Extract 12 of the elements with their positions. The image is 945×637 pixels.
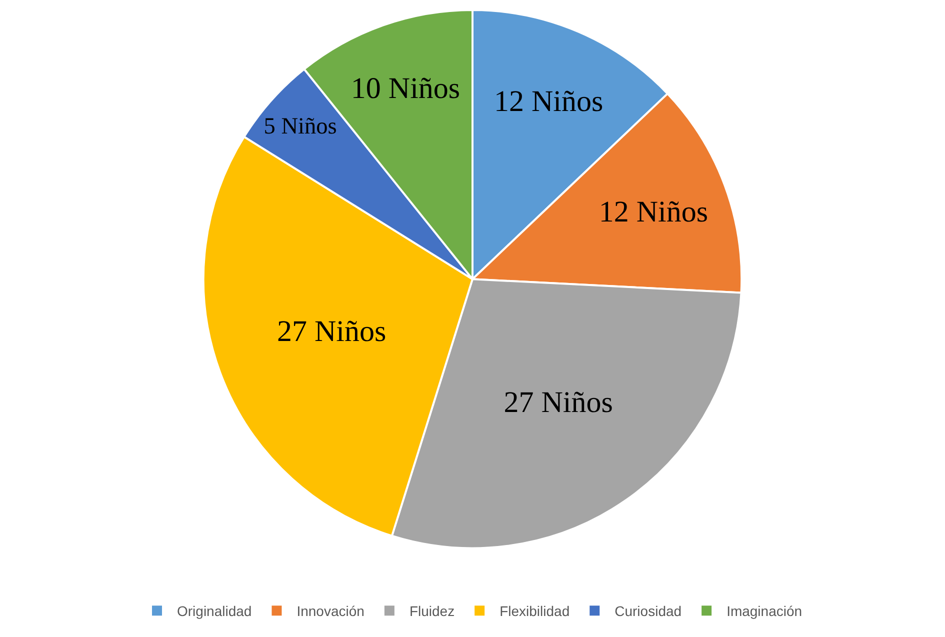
legend-label: Flexibilidad [500,603,570,620]
data-label: 10 Niños [350,72,460,105]
data-label: 12 Niños [598,196,708,229]
legend-label: Originalidad [177,603,252,620]
legend-label: Innovación [296,603,364,620]
legend-label: Curiosidad [614,603,682,620]
data-label: 5 Niños [264,113,337,140]
legend-label: Imaginación [726,603,802,620]
data-label: 27 Niños [276,314,386,348]
legend-label: Fluidez [409,603,455,620]
data-label: 12 Niños [494,85,604,118]
data-label: 27 Niños [504,386,613,419]
